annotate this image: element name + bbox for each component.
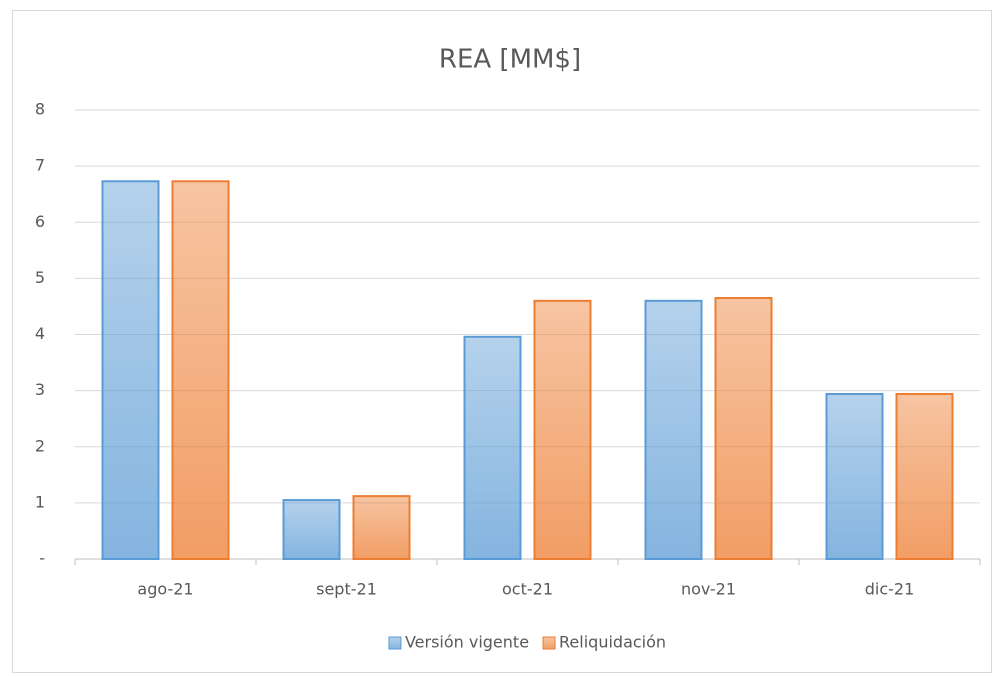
x-tick-label: nov-21 [681, 580, 736, 599]
bar [171, 180, 230, 560]
bar [101, 180, 160, 560]
bar [533, 299, 592, 560]
legend-label: Versión vigente [405, 633, 529, 652]
y-tick-label: 8 [35, 100, 45, 119]
x-tick-label: ago-21 [137, 580, 193, 599]
x-tick-label: sept-21 [316, 580, 377, 599]
legend-label: Reliquidación [559, 633, 666, 652]
chart-title: REA [MM$] [439, 45, 581, 75]
legend-swatch [388, 636, 402, 650]
y-tick-label: 6 [35, 212, 45, 231]
y-tick-label: - [39, 549, 45, 568]
bar [895, 392, 954, 560]
bar [714, 297, 773, 560]
bar [463, 335, 522, 560]
y-tick-label: 1 [35, 492, 45, 511]
bar [282, 499, 341, 561]
y-tick-label: 4 [35, 324, 45, 343]
legend-swatch [542, 636, 556, 650]
bar [644, 299, 703, 560]
x-tick-label: oct-21 [502, 580, 553, 599]
y-tick-label: 7 [35, 156, 45, 175]
y-tick-label: 2 [35, 436, 45, 455]
bar [352, 495, 411, 561]
x-tick-label: dic-21 [865, 580, 915, 599]
y-tick-label: 5 [35, 268, 45, 287]
y-tick-label: 3 [35, 380, 45, 399]
bar [825, 392, 884, 560]
